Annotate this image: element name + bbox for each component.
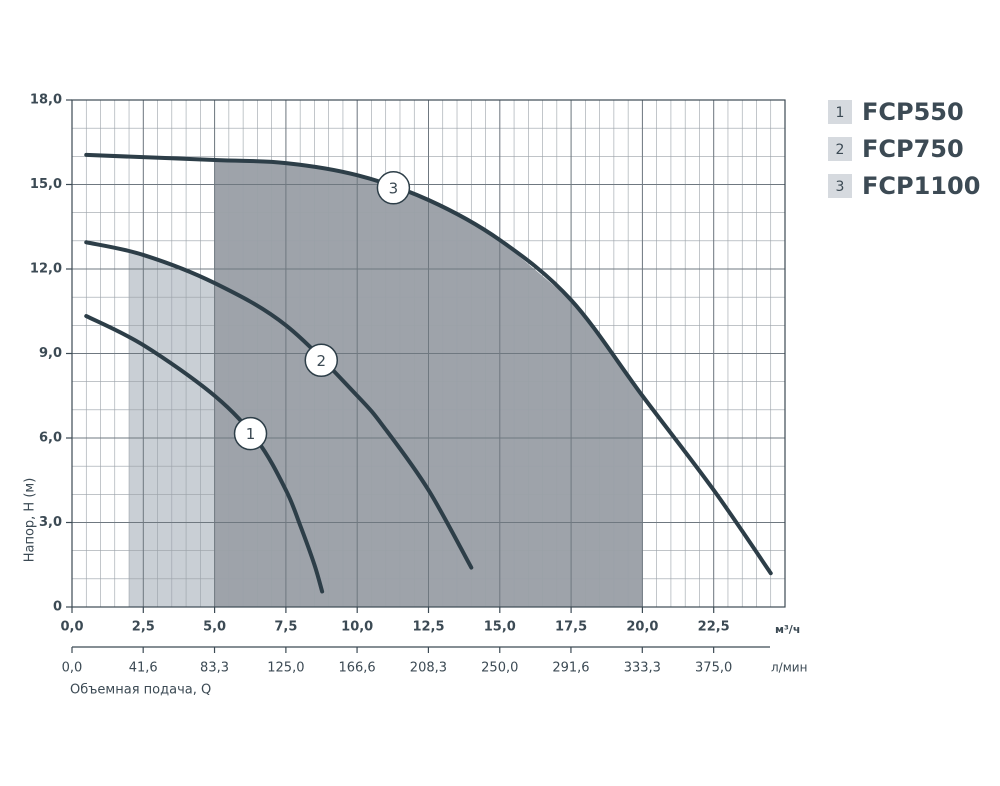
x2-unit: л/мин [771, 661, 807, 675]
legend-number: 2 [836, 142, 845, 158]
y-tick-label: 12,0 [30, 262, 62, 277]
curve-marker-label: 1 [246, 425, 256, 443]
x-tick-label: 12,5 [412, 620, 444, 635]
legend-box [828, 137, 852, 161]
x-tick-label: 20,0 [626, 620, 658, 635]
legend-number: 3 [836, 179, 845, 195]
y-tick-label: 3,0 [39, 515, 62, 530]
x-tick-label: 22,5 [698, 620, 730, 635]
x-tick-label: 10,0 [341, 620, 373, 635]
curve-marker [233, 416, 268, 451]
x2-tick-label: 125,0 [267, 661, 304, 676]
y-axis-title: Напор, Н (м) [23, 478, 38, 563]
curve-marker-label: 3 [389, 179, 399, 197]
x-tick-label: 15,0 [484, 620, 516, 635]
x2-tick-label: 291,6 [552, 661, 589, 676]
y-tick-label: 15,0 [30, 177, 62, 192]
pump-curve [84, 152, 773, 576]
y-tick-label: 6,0 [39, 431, 62, 446]
x2-tick-label: 166,6 [338, 661, 375, 676]
y-tick-label: 18,0 [30, 93, 62, 108]
x2-tick-label: 0,0 [62, 661, 83, 676]
legend-number: 1 [836, 105, 845, 121]
x2-tick-label: 250,0 [481, 661, 518, 676]
y-tick-label: 9,0 [39, 346, 62, 361]
x-tick-label: 0,0 [60, 620, 83, 635]
legend-label: FCP550 [862, 98, 964, 126]
curve-marker-label: 2 [316, 352, 326, 370]
pump-curve [84, 314, 325, 594]
legend-label: FCP750 [862, 135, 964, 163]
x-axis-title: Объемная подача, Q [70, 683, 211, 698]
x-tick-label: 5,0 [203, 620, 226, 635]
y-tick-label: 0 [53, 600, 62, 615]
x2-tick-label: 333,3 [624, 661, 661, 676]
x-tick-label: 17,5 [555, 620, 587, 635]
x-tick-label: 7,5 [274, 620, 297, 635]
plot: 0,0 2,5 5,0 7,5 10,0 12,5 15,0 17,5 20,0 22,5 0,0 4… [30, 93, 980, 676]
x2-tick-label: 208,3 [410, 661, 447, 676]
legend-label: FCP1100 [862, 172, 980, 200]
x2-tick-label: 41,6 [129, 661, 158, 676]
legend-box [828, 174, 852, 198]
legend-box [828, 100, 852, 124]
x-tick-label: 2,5 [132, 620, 155, 635]
x2-tick-label: 83,3 [200, 661, 229, 676]
curve-marker [304, 343, 339, 378]
curve-marker [376, 171, 411, 205]
x2-tick-label: 375,0 [695, 661, 732, 676]
x-unit: м³/ч [775, 623, 800, 636]
